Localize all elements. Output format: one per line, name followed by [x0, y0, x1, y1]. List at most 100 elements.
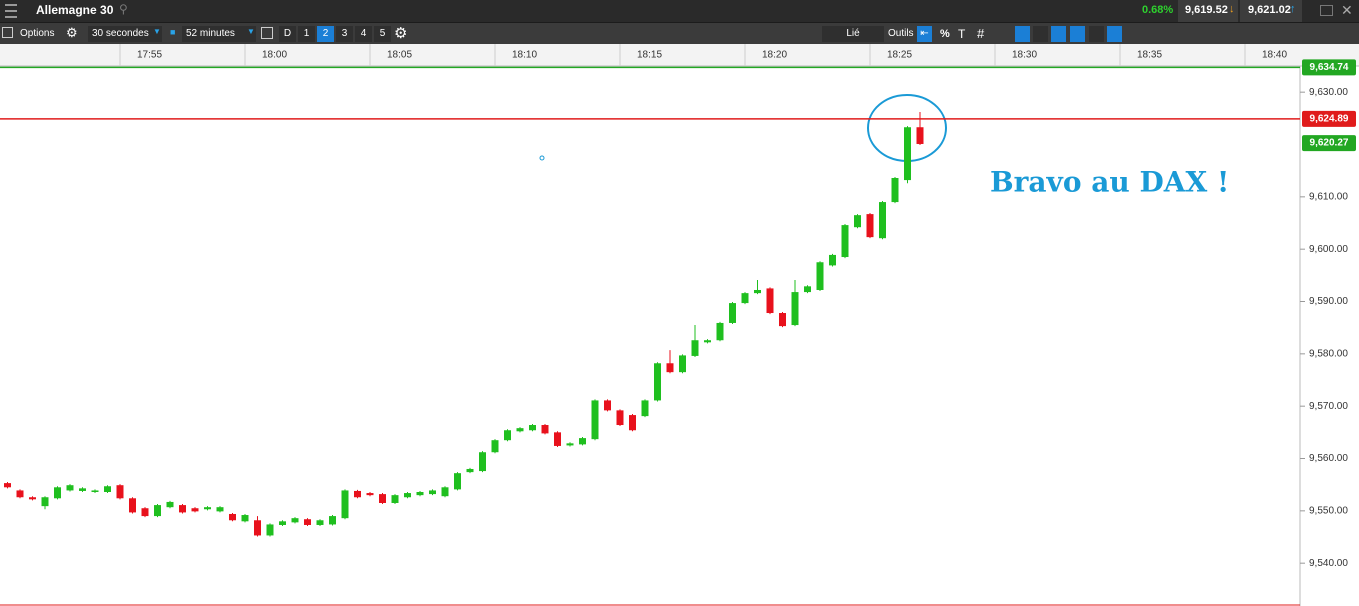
x-tick-label: 18:20	[762, 50, 787, 61]
sell-arrow: ↓	[1229, 3, 1235, 15]
y-tick-label: 9,580.00	[1309, 348, 1348, 359]
candle-body	[479, 452, 486, 472]
annotation: Bravo au DAX !	[990, 166, 1229, 199]
candle-body	[741, 293, 749, 304]
candle-body	[416, 492, 424, 496]
text-tool[interactable]: T	[958, 27, 966, 41]
candle-body	[4, 483, 11, 488]
settings-icon[interactable]: ⚙	[394, 25, 408, 42]
candle-body	[904, 127, 911, 181]
calendar-icon[interactable]	[261, 27, 273, 39]
candle-body	[729, 303, 736, 323]
search-icon[interactable]: ⚲	[119, 2, 128, 16]
y-tick-label: 9,550.00	[1309, 505, 1348, 516]
interval-select[interactable]: 30 secondes	[88, 26, 162, 42]
x-tick-label: 18:10	[512, 50, 537, 61]
tools[interactable]: Outils	[888, 28, 914, 39]
candle-body	[691, 340, 699, 356]
candle-body	[66, 485, 74, 491]
grid-tool[interactable]: #	[977, 26, 985, 41]
instrument-title: Allemagne 30	[36, 3, 114, 17]
candle-body	[566, 443, 574, 446]
candle-body	[154, 505, 161, 517]
candle-body	[41, 497, 49, 507]
duration-select[interactable]: 52 minutes	[182, 26, 256, 42]
period-button[interactable]: 2	[317, 26, 334, 42]
candle-body	[791, 292, 799, 326]
link-button[interactable]: Lié	[822, 26, 884, 42]
candle-body	[291, 518, 299, 523]
candle-body	[241, 515, 249, 522]
period-button[interactable]: D	[279, 26, 296, 42]
duration: 52 minutes	[186, 28, 235, 39]
candle-body	[716, 322, 724, 341]
candle-body	[104, 486, 111, 493]
y-tick-label: 9,560.00	[1309, 453, 1348, 464]
settings-icon[interactable]: ⚙	[66, 25, 78, 40]
tool-button[interactable]	[1070, 26, 1085, 42]
candle-body	[866, 214, 874, 238]
period-button[interactable]: 5	[374, 26, 391, 42]
last-price-label: 9,620.27	[1310, 138, 1349, 149]
popout-icon[interactable]	[1320, 5, 1333, 16]
period-button[interactable]: 3	[336, 26, 353, 42]
candle-body	[466, 468, 474, 473]
candle-body	[804, 286, 811, 293]
top-bar: Allemagne 30 ⚲ 0.68% 9,619.52 ↓ 9,621.02…	[0, 0, 1359, 22]
candle-body	[841, 225, 849, 258]
candle-body	[491, 440, 499, 453]
period-button[interactable]: 4	[355, 26, 372, 42]
sell-price: 9,619.52	[1185, 4, 1228, 16]
candle-body	[554, 432, 561, 446]
tool-button[interactable]	[1051, 26, 1066, 42]
list-icon[interactable]	[2, 27, 13, 38]
options[interactable]: Options	[20, 28, 55, 39]
candle-body	[341, 490, 349, 519]
x-tick-label: 18:15	[637, 50, 662, 61]
tool-button[interactable]	[1107, 26, 1122, 42]
last-price-badge	[1302, 135, 1356, 152]
candle-body	[279, 521, 286, 525]
candle-body	[541, 425, 549, 434]
menu-icon[interactable]	[5, 4, 17, 18]
buy-box[interactable]	[1240, 0, 1302, 22]
candle-body	[454, 473, 461, 490]
candle-body	[316, 520, 324, 525]
percent-tool[interactable]: %	[940, 28, 950, 40]
candle-body	[366, 493, 374, 496]
candle-body	[504, 430, 511, 441]
candle-body	[529, 425, 536, 431]
x-tick-label: 18:35	[1137, 50, 1162, 61]
candle-body	[654, 363, 661, 401]
price-line-label: 9,634.74	[1310, 62, 1349, 73]
candle-body	[854, 215, 861, 228]
candle-body	[191, 508, 199, 512]
candle-body	[516, 428, 524, 432]
candle-body	[266, 524, 274, 536]
candle-body	[79, 488, 86, 491]
y-tick-label: 9,600.00	[1309, 244, 1348, 255]
candle-body	[391, 495, 399, 503]
candle-body	[329, 516, 336, 525]
y-tick-label: 9,570.00	[1309, 401, 1348, 412]
close-icon[interactable]: ✕	[1341, 2, 1353, 18]
candle-body	[229, 513, 236, 521]
y-tick-label: 9,540.00	[1309, 558, 1348, 569]
period-button[interactable]: 1	[298, 26, 315, 42]
candle-body	[629, 415, 636, 431]
candle-body	[816, 262, 824, 290]
candle-body	[91, 490, 99, 493]
tool-button[interactable]	[1015, 26, 1030, 42]
sell-box[interactable]	[1178, 0, 1238, 22]
tool-button[interactable]: ⇤	[917, 26, 932, 42]
candle-body	[179, 505, 186, 513]
y-tick-label: 9,590.00	[1309, 296, 1348, 307]
print-button[interactable]	[1089, 26, 1104, 42]
candle-body	[204, 507, 211, 510]
x-tick-label: 18:25	[887, 50, 912, 61]
x-tick-label: 18:05	[387, 50, 412, 61]
candle-body	[254, 520, 261, 536]
tool-button[interactable]	[1033, 26, 1048, 42]
x-tick-label: 17:55	[137, 50, 162, 61]
lock-icon[interactable]: ■	[170, 27, 176, 37]
